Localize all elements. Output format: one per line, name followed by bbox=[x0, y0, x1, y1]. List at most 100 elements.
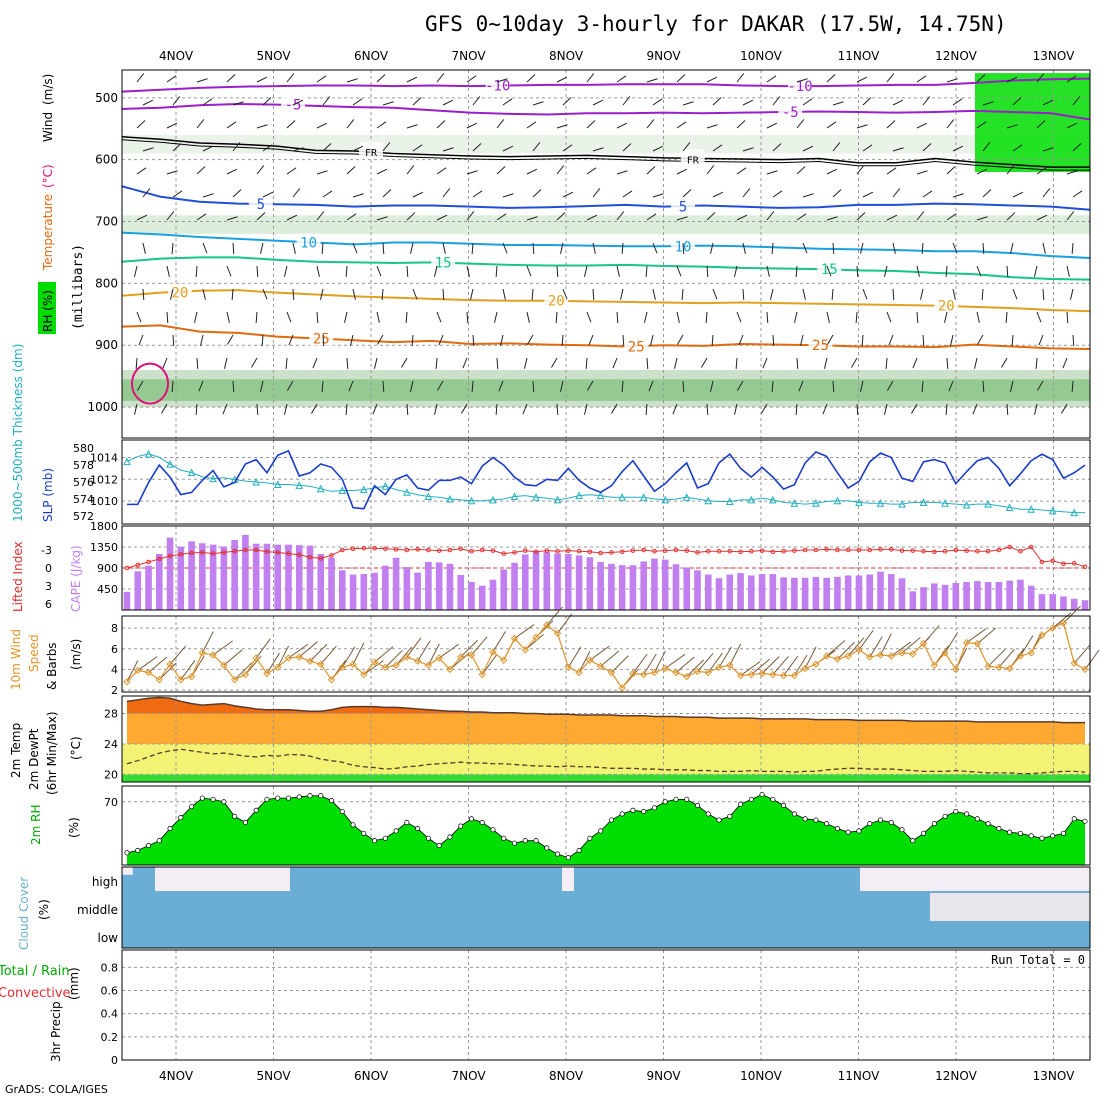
wind-barb-10m bbox=[481, 654, 497, 675]
li-marker bbox=[189, 550, 194, 556]
wind-barb bbox=[532, 189, 542, 198]
wind-barb bbox=[532, 380, 535, 393]
wind-barb bbox=[222, 403, 228, 415]
cape-bar bbox=[188, 541, 195, 610]
cloud-bar bbox=[358, 893, 370, 921]
wind-barb bbox=[706, 124, 718, 129]
band-green bbox=[122, 774, 1090, 782]
cloud-bar bbox=[788, 921, 801, 948]
wind-barb bbox=[436, 167, 447, 175]
wind-marker bbox=[478, 670, 486, 679]
li-marker bbox=[942, 548, 948, 554]
isotherm-label: 20 bbox=[548, 294, 565, 310]
li-marker bbox=[1061, 561, 1066, 567]
cloud-bar bbox=[950, 921, 962, 948]
cloud-bar bbox=[745, 867, 758, 893]
wind-marker bbox=[672, 668, 680, 677]
wind-barb bbox=[622, 190, 633, 198]
wind-marker bbox=[220, 661, 228, 669]
rh-marker bbox=[662, 799, 668, 805]
cape-bar bbox=[575, 555, 583, 610]
cloud-gap bbox=[930, 893, 1090, 921]
rh-area bbox=[127, 794, 1085, 865]
cloud-bar bbox=[251, 893, 263, 921]
cloud-bar bbox=[595, 921, 607, 948]
wind-marker bbox=[155, 675, 163, 684]
cloud-bar bbox=[799, 893, 811, 921]
y-axis-label-temp: 2m Temp bbox=[9, 723, 23, 778]
cape-bar bbox=[683, 567, 691, 610]
cloud-bar bbox=[907, 893, 919, 921]
wind-barb-10m bbox=[557, 613, 573, 634]
wind-barb bbox=[592, 147, 604, 152]
cape-bar bbox=[931, 583, 938, 610]
run-total-label: Run Total = 0 bbox=[991, 953, 1085, 967]
wind-marker bbox=[919, 639, 928, 648]
wind-barb bbox=[681, 288, 684, 301]
wind-marker bbox=[639, 670, 648, 679]
wind-barb bbox=[952, 242, 958, 254]
wind-barb bbox=[322, 96, 331, 106]
wind-barb bbox=[952, 288, 956, 300]
li-marker bbox=[372, 545, 377, 551]
rh-marker bbox=[189, 804, 195, 810]
wind-barb bbox=[916, 311, 919, 324]
thickness-marker bbox=[403, 488, 411, 496]
wind-barb bbox=[976, 311, 980, 323]
cloud-bar bbox=[831, 921, 844, 948]
thickness-marker bbox=[144, 449, 153, 458]
wind-barb bbox=[350, 334, 354, 346]
cloud-bar bbox=[240, 893, 252, 921]
wind-barb bbox=[226, 74, 236, 83]
isotherm-label: -5 bbox=[782, 105, 799, 121]
cloud-bar bbox=[541, 921, 553, 948]
y-tick-label: 28 bbox=[104, 708, 118, 721]
wind-barb bbox=[287, 380, 294, 391]
wind-barb bbox=[134, 265, 138, 277]
wind-barb-10m bbox=[611, 655, 629, 673]
wind-marker bbox=[543, 621, 551, 629]
wind-barb bbox=[794, 311, 798, 323]
wind-barb bbox=[800, 334, 804, 346]
wind-marker bbox=[306, 657, 314, 665]
wind-barb bbox=[526, 121, 537, 129]
cloud-bar bbox=[735, 867, 747, 893]
thickness-marker bbox=[812, 499, 820, 507]
wind-barb-10m bbox=[180, 660, 196, 680]
wind-barb bbox=[826, 311, 830, 323]
y-tick-label: 24 bbox=[104, 738, 118, 751]
cloud-bar bbox=[433, 867, 446, 893]
wind-barb bbox=[888, 334, 894, 346]
wind-barb bbox=[677, 334, 684, 345]
thickness-marker bbox=[424, 492, 433, 500]
wind-barb bbox=[224, 357, 228, 369]
wind-barb bbox=[922, 334, 925, 347]
wind-barb bbox=[645, 403, 648, 416]
rh-marker bbox=[953, 808, 959, 815]
cloud-bar bbox=[778, 867, 790, 893]
rh-marker bbox=[684, 796, 690, 802]
wind-barb bbox=[352, 193, 364, 198]
panel-slp-thickness bbox=[121, 439, 1091, 525]
wind-barb bbox=[401, 357, 408, 368]
wind-barb bbox=[461, 403, 468, 414]
wind-barb-10m bbox=[944, 632, 959, 654]
cloud-bar bbox=[735, 893, 747, 921]
li-marker bbox=[630, 548, 636, 553]
wind-marker bbox=[650, 668, 659, 677]
thickness-marker bbox=[898, 499, 906, 508]
y-tick-label: 0.6 bbox=[101, 985, 119, 998]
wind-barb bbox=[284, 265, 288, 277]
wind-barb bbox=[1066, 75, 1077, 83]
cape-bar bbox=[984, 582, 992, 610]
wind-barb bbox=[742, 188, 751, 198]
thickness-marker bbox=[532, 493, 540, 501]
wind-barb bbox=[232, 242, 235, 255]
rh-marker bbox=[1082, 818, 1088, 824]
cloud-bar bbox=[433, 893, 446, 921]
li-marker bbox=[361, 545, 367, 551]
wind-marker bbox=[1038, 631, 1046, 640]
wind-barb bbox=[588, 334, 594, 346]
y-axis-label-pct: (%) bbox=[67, 817, 81, 838]
wind-barb bbox=[231, 288, 234, 301]
